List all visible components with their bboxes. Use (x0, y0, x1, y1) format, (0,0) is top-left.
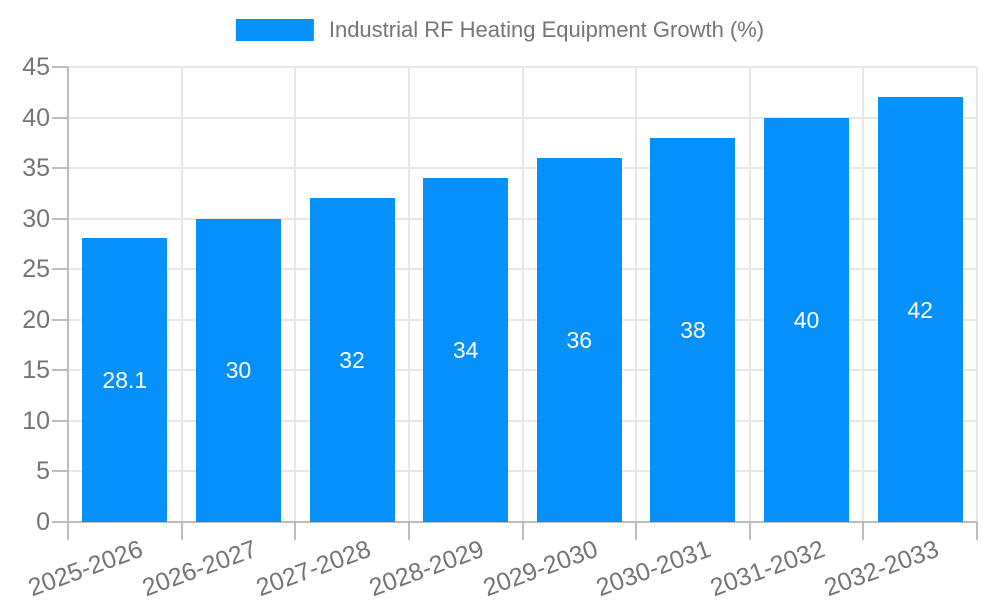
bar (309, 198, 395, 522)
x-tick (521, 522, 524, 540)
x-tick (180, 522, 183, 540)
x-axis-tick-label: 2026-2027 (138, 534, 261, 600)
y-axis-tick-label: 0 (36, 508, 50, 536)
x-tick (748, 522, 751, 540)
v-gridline (407, 67, 410, 522)
x-tick (294, 522, 297, 540)
bar-value-label: 42 (907, 296, 933, 323)
x-axis-tick-label: 2025-2026 (24, 534, 147, 600)
y-axis-tick-label: 15 (22, 356, 50, 385)
v-gridline (180, 67, 183, 522)
bar-value-label: 38 (680, 316, 706, 343)
y-tick (52, 217, 68, 220)
y-tick (52, 167, 68, 170)
bar-value-label: 34 (452, 337, 479, 364)
y-axis-tick-label: 35 (22, 154, 50, 183)
y-axis-tick-label: 40 (22, 103, 50, 132)
x-tick (976, 522, 978, 540)
v-gridline (976, 67, 978, 522)
y-axis-tick-label: 30 (22, 204, 50, 233)
x-axis-tick-label: 2028-2029 (365, 534, 488, 600)
x-axis-tick-label: 2031-2032 (706, 534, 829, 600)
y-tick (52, 369, 68, 372)
bar (877, 97, 963, 522)
x-tick (862, 522, 865, 540)
v-gridline (862, 67, 865, 522)
v-gridline (748, 67, 751, 522)
bar (195, 218, 281, 522)
bar (764, 117, 850, 522)
legend[interactable]: Industrial RF Heating Equipment Growth (… (235, 17, 765, 43)
bar-value-label: 32 (339, 347, 365, 374)
y-axis-tick-label: 5 (36, 457, 50, 486)
x-axis-tick-label: 2029-2030 (479, 534, 602, 600)
x-axis-tick-label: 2027-2028 (252, 534, 374, 600)
y-axis-line (67, 67, 69, 540)
bar-value-label: 28.1 (102, 366, 148, 393)
v-gridline (294, 67, 297, 522)
y-tick (52, 470, 68, 473)
x-axis-tick-label: 2032-2033 (820, 534, 943, 600)
y-tick (52, 268, 68, 271)
x-tick (407, 522, 410, 540)
v-gridline (635, 67, 638, 522)
y-axis-tick-label: 20 (22, 305, 50, 334)
y-axis-tick-label: 25 (22, 255, 50, 284)
bar (82, 237, 168, 522)
x-tick (635, 522, 638, 540)
bar (423, 178, 509, 522)
bar-value-label: 36 (566, 327, 593, 353)
y-tick (52, 66, 68, 68)
bar (536, 158, 622, 522)
x-axis-line (52, 521, 977, 523)
legend-swatch (235, 19, 314, 41)
y-tick (52, 419, 68, 422)
legend-series-label: Industrial RF Heating Equipment Growth (… (328, 17, 765, 42)
bar (650, 137, 736, 522)
bar-value-label: 30 (225, 357, 252, 384)
y-tick (52, 318, 68, 321)
bar-value-label: 40 (793, 306, 820, 333)
y-tick (52, 116, 68, 119)
y-axis-tick-label: 45 (22, 53, 50, 81)
v-gridline (521, 67, 524, 522)
x-axis-tick-label: 2030-2031 (592, 534, 715, 600)
y-axis-tick-label: 10 (22, 406, 50, 435)
